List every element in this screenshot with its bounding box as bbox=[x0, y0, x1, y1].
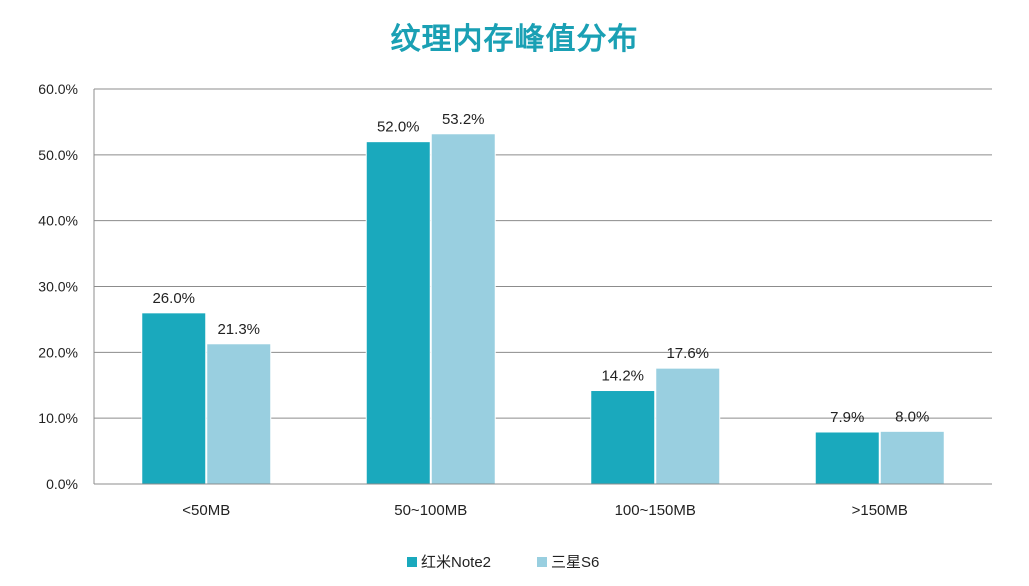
bar bbox=[655, 367, 721, 485]
data-label: 52.0% bbox=[377, 119, 420, 136]
data-label: 8.0% bbox=[895, 408, 929, 425]
x-tick-label: 50~100MB bbox=[394, 502, 467, 519]
data-label: 17.6% bbox=[666, 345, 709, 362]
x-axis-categories: <50MB 50~100MB 100~150MB >150MB bbox=[182, 502, 908, 519]
bar bbox=[430, 133, 496, 485]
data-label: 7.9% bbox=[830, 409, 864, 426]
x-tick-label: >150MB bbox=[852, 502, 908, 519]
y-tick-label: 20.0% bbox=[38, 344, 78, 360]
bar bbox=[814, 431, 880, 485]
y-tick-label: 10.0% bbox=[38, 410, 78, 426]
y-tick-label: 50.0% bbox=[38, 147, 78, 163]
legend: 红米Note2 三星S6 bbox=[407, 554, 599, 571]
legend-label: 三星S6 bbox=[551, 554, 599, 571]
bar bbox=[206, 343, 272, 485]
bar bbox=[879, 430, 945, 485]
bars bbox=[141, 133, 945, 485]
y-tick-label: 40.0% bbox=[38, 213, 78, 229]
data-label: 21.3% bbox=[217, 321, 260, 338]
bar bbox=[365, 141, 431, 485]
bar bbox=[590, 390, 656, 485]
data-label: 14.2% bbox=[601, 368, 644, 385]
y-axis-ticks: 0.0% 10.0% 20.0% 30.0% 40.0% 50.0% 60.0% bbox=[38, 81, 78, 492]
x-tick-label: <50MB bbox=[182, 502, 230, 519]
data-label: 26.0% bbox=[152, 290, 195, 307]
x-tick-label: 100~150MB bbox=[615, 502, 696, 519]
y-tick-label: 30.0% bbox=[38, 279, 78, 295]
chart-title: 纹理内存峰值分布 bbox=[390, 22, 639, 57]
legend-swatch bbox=[537, 557, 547, 567]
legend-swatch bbox=[407, 557, 417, 567]
legend-label: 红米Note2 bbox=[421, 554, 491, 571]
y-tick-label: 0.0% bbox=[46, 476, 78, 492]
data-label: 53.2% bbox=[442, 111, 485, 128]
bar bbox=[141, 312, 207, 485]
axes bbox=[93, 89, 992, 485]
data-labels: 26.0% 21.3% 52.0% 53.2% 14.2% 17.6% 7.9% 8.0% bbox=[152, 111, 929, 426]
y-tick-label: 60.0% bbox=[38, 81, 78, 97]
